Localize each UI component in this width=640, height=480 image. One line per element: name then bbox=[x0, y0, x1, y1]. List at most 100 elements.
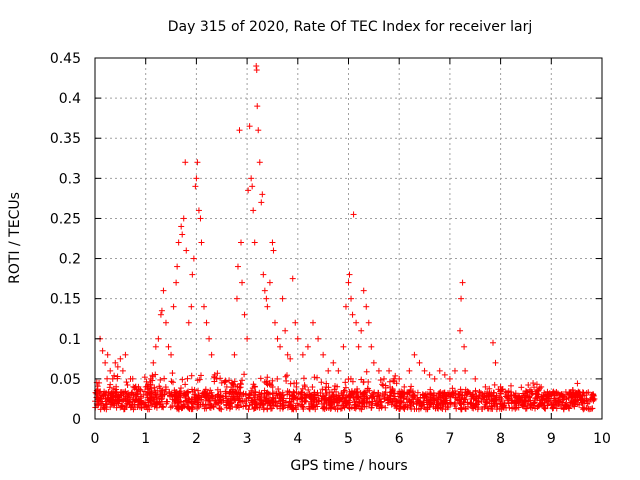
data-point bbox=[401, 383, 408, 390]
data-point bbox=[256, 159, 263, 166]
noise-point bbox=[528, 401, 535, 408]
noise-point bbox=[214, 370, 221, 377]
data-point bbox=[522, 387, 529, 394]
noise-point bbox=[215, 391, 222, 398]
x-tick-label: 8 bbox=[496, 431, 505, 447]
data-point bbox=[236, 127, 243, 134]
noise-point bbox=[375, 401, 382, 408]
noise-point bbox=[286, 389, 293, 396]
noise-point bbox=[385, 399, 392, 406]
noise-point bbox=[440, 398, 447, 405]
data-point bbox=[458, 295, 465, 302]
noise-point bbox=[214, 386, 221, 393]
noise-point bbox=[176, 390, 183, 397]
data-point bbox=[157, 311, 164, 318]
data-point bbox=[411, 351, 418, 358]
noise-point bbox=[496, 405, 503, 412]
data-point bbox=[261, 287, 268, 294]
noise-point bbox=[156, 401, 163, 408]
noise-point bbox=[123, 391, 130, 398]
noise-point bbox=[113, 386, 120, 393]
noise-point bbox=[348, 391, 355, 398]
noise-point bbox=[462, 405, 469, 412]
data-point bbox=[253, 67, 260, 74]
noise-point bbox=[234, 401, 241, 408]
noise-point bbox=[222, 393, 229, 400]
noise-point bbox=[518, 384, 525, 391]
noise-point bbox=[274, 375, 281, 382]
data-point bbox=[355, 343, 362, 350]
y-tick-labels: 0 0.05 0.1 0.15 0.2 0.25 0.3 0.35 0.4 0.45 bbox=[50, 51, 81, 428]
noise-point bbox=[128, 401, 135, 408]
noise-point bbox=[241, 371, 248, 378]
noise-point bbox=[157, 391, 164, 398]
noise-point bbox=[434, 404, 441, 411]
noise-point bbox=[334, 393, 341, 400]
noise-point bbox=[175, 399, 182, 406]
y-tick-label: 0.4 bbox=[59, 91, 81, 107]
data-point bbox=[472, 375, 479, 382]
noise-point bbox=[122, 402, 129, 409]
noise-point bbox=[502, 388, 509, 395]
noise-point bbox=[161, 375, 168, 382]
noise-point bbox=[458, 404, 465, 411]
data-point bbox=[180, 215, 187, 222]
data-point bbox=[170, 303, 177, 310]
noise-point bbox=[233, 404, 240, 411]
y-axis-title: ROTI / TECUs bbox=[7, 192, 23, 284]
y-tick-label: 0.15 bbox=[50, 292, 81, 308]
noise-point bbox=[469, 393, 476, 400]
background-noise-points bbox=[92, 368, 597, 413]
noise-point bbox=[314, 389, 321, 396]
noise-point bbox=[446, 399, 453, 406]
noise-point bbox=[424, 404, 431, 411]
noise-point bbox=[355, 393, 362, 400]
noise-point bbox=[293, 383, 300, 390]
noise-point bbox=[562, 402, 569, 409]
noise-point bbox=[323, 390, 330, 397]
data-point bbox=[391, 375, 398, 382]
data-point bbox=[218, 379, 225, 386]
data-point bbox=[416, 359, 423, 366]
data-point bbox=[244, 335, 251, 342]
data-point bbox=[192, 183, 199, 190]
noise-point bbox=[531, 384, 538, 391]
noise-point bbox=[539, 401, 546, 408]
data-point bbox=[299, 351, 306, 358]
noise-point bbox=[152, 371, 159, 378]
noise-point bbox=[124, 381, 131, 388]
noise-point bbox=[415, 406, 422, 413]
noise-point bbox=[173, 394, 180, 401]
x-tick-label: 10 bbox=[593, 431, 611, 447]
noise-point bbox=[311, 374, 318, 381]
noise-point bbox=[120, 406, 127, 413]
x-tick-label: 9 bbox=[547, 431, 556, 447]
data-point bbox=[538, 383, 545, 390]
noise-point bbox=[377, 377, 384, 384]
noise-point bbox=[230, 386, 237, 393]
noise-point bbox=[257, 375, 264, 382]
data-point bbox=[287, 355, 294, 362]
noise-point bbox=[313, 401, 320, 408]
noise-point bbox=[283, 377, 290, 384]
noise-point bbox=[239, 377, 246, 384]
axis-ticks bbox=[94, 57, 603, 420]
noise-point bbox=[131, 384, 138, 391]
noise-point bbox=[107, 404, 114, 411]
noise-point bbox=[429, 397, 436, 404]
noise-point bbox=[322, 386, 329, 393]
noise-point bbox=[358, 400, 365, 407]
noise-point bbox=[427, 398, 434, 405]
noise-point bbox=[383, 394, 390, 401]
data-point bbox=[282, 327, 289, 334]
noise-point bbox=[387, 384, 394, 391]
data-point bbox=[349, 311, 356, 318]
data-point bbox=[109, 375, 116, 382]
noise-point bbox=[128, 390, 135, 397]
data-point bbox=[335, 367, 342, 374]
noise-point bbox=[290, 388, 297, 395]
noise-point bbox=[574, 380, 581, 387]
data-point bbox=[193, 175, 200, 182]
noise-point bbox=[120, 397, 127, 404]
noise-point bbox=[287, 380, 294, 387]
